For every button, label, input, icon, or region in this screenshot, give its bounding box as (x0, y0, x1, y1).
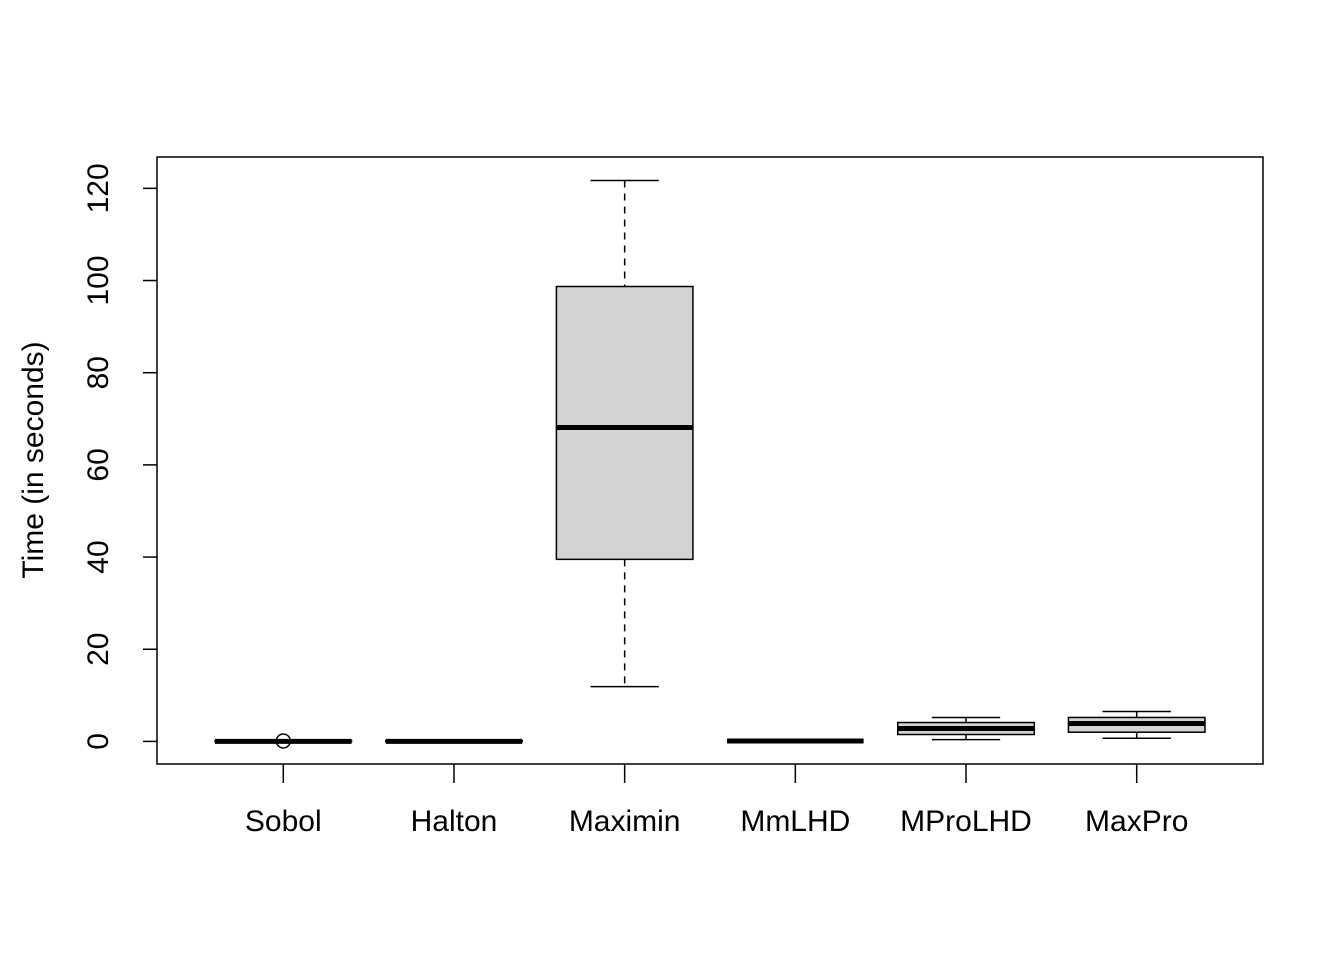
y-tick-label: 40 (82, 540, 115, 573)
y-tick-label: 60 (82, 448, 115, 481)
y-tick-label: 100 (82, 255, 115, 305)
x-tick-label: MmLHD (740, 805, 850, 838)
x-tick-label: Maximin (569, 805, 681, 838)
x-tick-label: MaxPro (1085, 805, 1188, 838)
y-tick-label: 0 (82, 733, 115, 750)
y-axis-label: Time (in seconds) (17, 341, 50, 578)
y-tick-label: 20 (82, 633, 115, 666)
x-tick-label: Sobol (245, 805, 322, 838)
x-tick-label: MProLHD (900, 805, 1032, 838)
plot-frame (156, 156, 1264, 765)
outlier (275, 733, 292, 749)
box (555, 285, 694, 561)
x-tick-label: Halton (411, 805, 498, 838)
y-tick-label: 120 (82, 163, 115, 213)
y-tick-label: 80 (82, 356, 115, 389)
